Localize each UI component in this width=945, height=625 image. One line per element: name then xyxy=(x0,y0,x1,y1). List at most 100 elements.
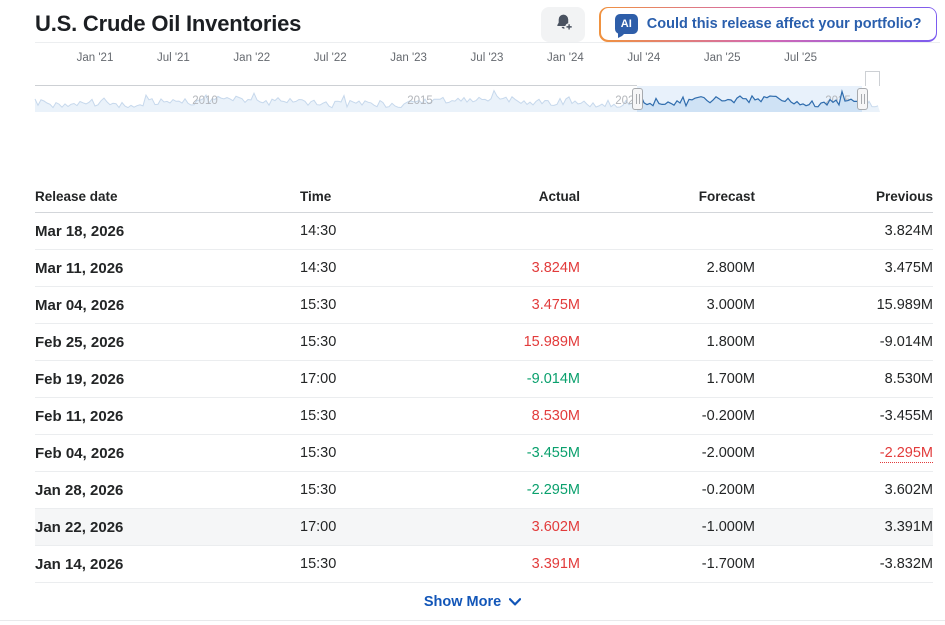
table-header-row: Release date Time Actual Forecast Previo… xyxy=(35,180,933,213)
cell-forecast: 1.800M xyxy=(706,334,755,350)
cell-previous: -3.455M xyxy=(755,408,933,424)
cell-release-date: Jan 28, 2026 xyxy=(35,481,124,499)
table-body: Mar 18, 2026 14:30 3.824M Mar 11, 2026 1… xyxy=(35,213,933,583)
cell-release-date: Feb 04, 2026 xyxy=(35,444,125,462)
cell-actual: 3.602M xyxy=(531,519,580,535)
cell-release-date: Jan 14, 2026 xyxy=(35,555,124,573)
table-row: Mar 04, 2026 15:30 3.475M 3.000M 15.989M xyxy=(35,287,933,324)
cell-actual: 3.475M xyxy=(531,297,580,313)
show-more-button[interactable]: Show More xyxy=(423,593,522,610)
previous-value: 3.602M xyxy=(884,482,933,498)
previous-value: -9.014M xyxy=(879,334,933,350)
add-alert-button[interactable] xyxy=(541,6,586,42)
cell-time: 15:30 xyxy=(300,445,337,461)
col-release-date: Release date xyxy=(35,188,118,204)
table-row: Jan 28, 2026 15:30 -2.295M -0.200M 3.602… xyxy=(35,472,933,509)
col-time: Time xyxy=(300,188,332,204)
cell-time: 15:30 xyxy=(300,334,337,350)
x-axis-label: Jan '25 xyxy=(703,52,741,64)
x-axis-label: Jan '21 xyxy=(76,52,114,64)
cell-time: 15:30 xyxy=(300,556,337,572)
col-previous: Previous xyxy=(875,188,933,204)
cell-time: 14:30 xyxy=(300,260,337,276)
cell-time: 17:00 xyxy=(300,371,337,387)
x-axis-label: Jan '23 xyxy=(390,52,427,64)
cell-time: 15:30 xyxy=(300,482,337,498)
cell-actual: 15.989M xyxy=(523,334,580,350)
page-title: U.S. Crude Oil Inventories xyxy=(35,11,302,36)
x-axis-label: Jul '21 xyxy=(156,52,190,64)
cell-time: 14:30 xyxy=(300,223,337,239)
x-axis-label: Jan '22 xyxy=(233,52,271,64)
previous-value: -3.455M xyxy=(879,408,933,424)
cell-actual: 8.530M xyxy=(531,408,580,424)
previous-value: 3.475M xyxy=(884,260,933,276)
cell-previous: 3.475M xyxy=(755,260,933,276)
table-row: Mar 18, 2026 14:30 3.824M xyxy=(35,213,933,250)
cell-release-date: Feb 11, 2026 xyxy=(35,407,124,425)
cell-previous: 3.824M xyxy=(755,223,933,239)
cell-release-date: Mar 11, 2026 xyxy=(35,259,124,277)
previous-value: 15.989M xyxy=(876,297,933,313)
cell-actual: -9.014M xyxy=(526,371,580,387)
chart-x-axis: Jan '21 Jul '21 Jan '22 Jul '22 Jan '23 Jul '… xyxy=(35,52,915,67)
cell-previous: 15.989M xyxy=(755,297,933,313)
cell-previous: -3.832M xyxy=(755,556,933,572)
show-more-row: Show More xyxy=(0,583,945,621)
x-axis-label: Jul '22 xyxy=(313,52,347,64)
table-row: Mar 11, 2026 14:30 3.824M 2.800M 3.475M xyxy=(35,250,933,287)
cell-actual: 3.824M xyxy=(531,260,580,276)
cell-release-date: Jan 22, 2026 xyxy=(35,518,124,536)
cell-forecast: -1.700M xyxy=(701,556,755,572)
header-actions: AI Could this release affect your portfo… xyxy=(541,6,937,42)
show-more-label: Show More xyxy=(423,593,502,610)
cell-previous: -9.014M xyxy=(755,334,933,350)
cell-release-date: Feb 19, 2026 xyxy=(35,370,125,388)
navigator-outline-right xyxy=(865,71,880,86)
cell-forecast: -0.200M xyxy=(701,482,755,498)
col-actual: Actual xyxy=(538,188,580,204)
previous-value[interactable]: -2.295M xyxy=(879,445,933,463)
table-row: Feb 19, 2026 17:00 -9.014M 1.700M 8.530M xyxy=(35,361,933,398)
cell-actual: -3.455M xyxy=(526,445,580,461)
table-row: Jan 14, 2026 15:30 3.391M -1.700M -3.832… xyxy=(35,546,933,583)
cell-release-date: Mar 18, 2026 xyxy=(35,222,125,240)
cell-actual: 3.391M xyxy=(531,556,580,572)
navigator-right-handle[interactable] xyxy=(857,88,868,110)
cell-release-date: Feb 25, 2026 xyxy=(35,333,125,351)
cell-forecast: 3.000M xyxy=(706,297,755,313)
x-axis-label: Jul '24 xyxy=(627,52,661,64)
header-divider xyxy=(35,42,940,43)
ai-button-label: Could this release affect your portfolio… xyxy=(646,16,922,32)
x-axis-label: Jul '23 xyxy=(470,52,504,64)
previous-value: 3.824M xyxy=(884,223,933,239)
releases-table: Release date Time Actual Forecast Previo… xyxy=(35,180,933,583)
previous-value: 8.530M xyxy=(884,371,933,387)
cell-forecast: -2.000M xyxy=(701,445,755,461)
chart-navigator: 2010 2015 2020 2025 xyxy=(35,71,880,112)
navigator-year-label: 2015 xyxy=(407,95,433,107)
cell-release-date: Mar 04, 2026 xyxy=(35,296,125,314)
bell-plus-icon xyxy=(553,12,574,36)
col-forecast: Forecast xyxy=(698,188,755,204)
page-header: U.S. Crude Oil Inventories AI Could this… xyxy=(35,6,937,42)
cell-previous: -2.295M xyxy=(755,445,933,463)
navigator-left-handle[interactable] xyxy=(632,88,643,110)
chevron-down-icon xyxy=(509,594,522,610)
navigator-outline-left xyxy=(35,85,637,86)
cell-actual: -2.295M xyxy=(526,482,580,498)
cell-forecast: 2.800M xyxy=(706,260,755,276)
ai-portfolio-button[interactable]: AI Could this release affect your portfo… xyxy=(599,6,937,42)
previous-value: -3.832M xyxy=(879,556,933,572)
cell-previous: 3.391M xyxy=(755,519,933,535)
cell-time: 17:00 xyxy=(300,519,337,535)
cell-forecast: -1.000M xyxy=(701,519,755,535)
cell-time: 15:30 xyxy=(300,297,337,313)
cell-previous: 8.530M xyxy=(755,371,933,387)
previous-value: 3.391M xyxy=(884,519,933,535)
cell-forecast: 1.700M xyxy=(706,371,755,387)
cell-previous: 3.602M xyxy=(755,482,933,498)
cell-time: 15:30 xyxy=(300,408,337,424)
ai-chat-badge-icon: AI xyxy=(614,14,638,38)
navigator-year-label: 2010 xyxy=(192,95,218,107)
